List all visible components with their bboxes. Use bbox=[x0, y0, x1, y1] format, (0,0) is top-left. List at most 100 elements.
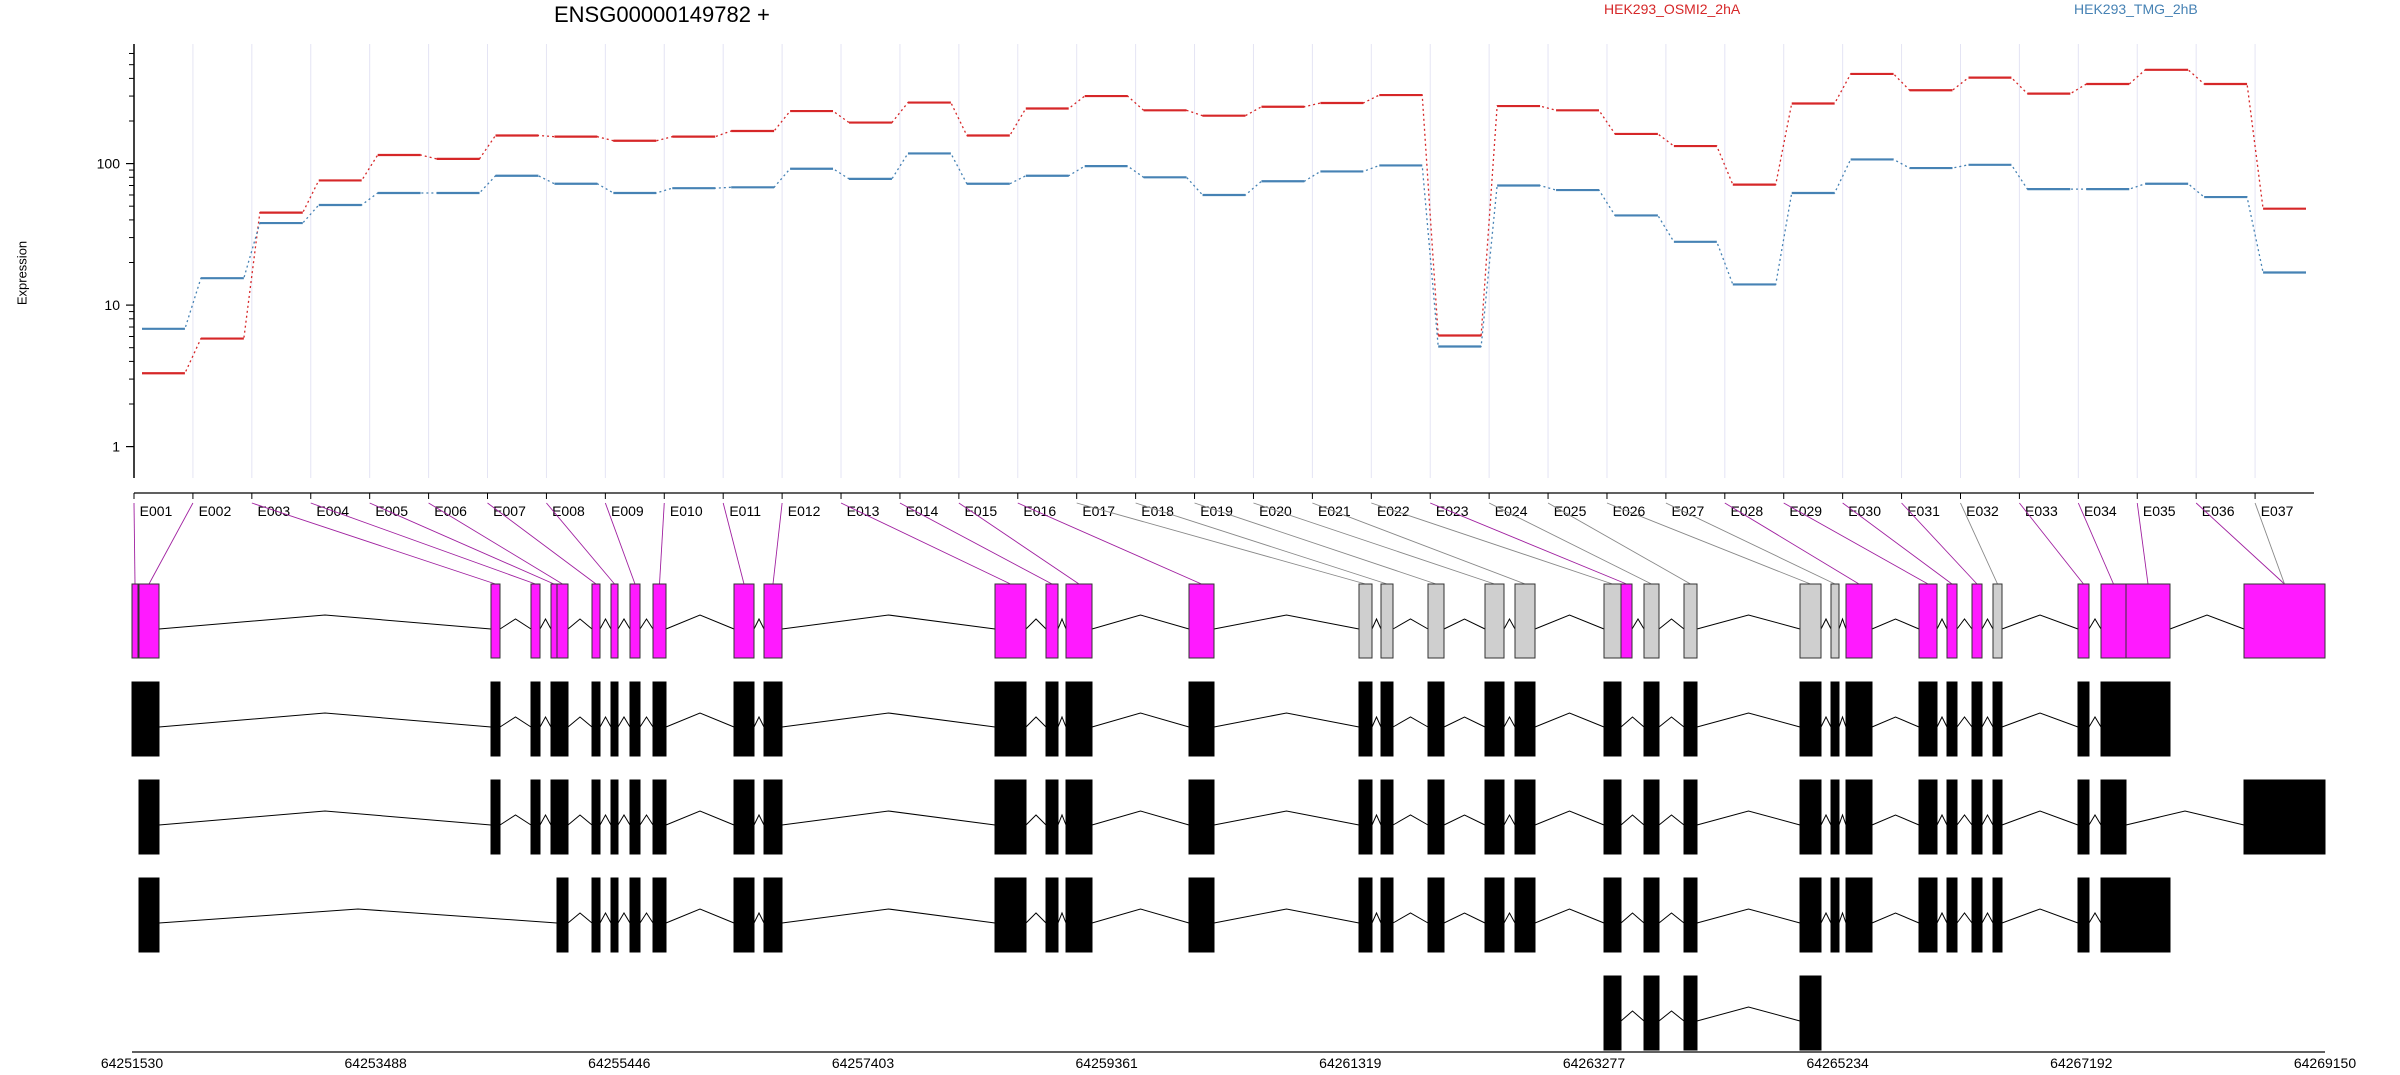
exon-box bbox=[2077, 583, 2090, 659]
intron-line bbox=[1838, 617, 1847, 630]
series-1-line bbox=[142, 69, 2306, 374]
x-tick-label: E018 bbox=[1141, 503, 1174, 519]
intron-line bbox=[2088, 716, 2102, 728]
exon-connector bbox=[1724, 502, 1860, 585]
exon-connector bbox=[1076, 502, 1366, 585]
exon-box bbox=[1188, 583, 1215, 659]
exon-connector bbox=[1960, 502, 1998, 585]
exon-connector bbox=[1430, 502, 1627, 585]
exon-box bbox=[1427, 681, 1445, 757]
x-tick-label: E020 bbox=[1259, 503, 1292, 519]
x-tick-label: E010 bbox=[670, 503, 703, 519]
intron-line bbox=[1443, 912, 1486, 924]
intron-line bbox=[1936, 617, 1948, 630]
exon-box bbox=[1971, 681, 1983, 757]
exon-box bbox=[1971, 779, 1983, 855]
x-tick-label: E022 bbox=[1377, 503, 1410, 519]
exon-connector bbox=[133, 502, 136, 585]
exon-box bbox=[1643, 583, 1660, 659]
exon-box bbox=[490, 681, 501, 757]
intron-line bbox=[639, 912, 654, 924]
intron-line bbox=[2088, 618, 2102, 630]
intron-line bbox=[539, 715, 552, 728]
exon-box bbox=[1799, 975, 1822, 1051]
intron-line bbox=[1838, 911, 1847, 924]
exon-box bbox=[1045, 681, 1059, 757]
exon-box bbox=[994, 583, 1027, 659]
exon-box bbox=[763, 583, 783, 659]
exon-connector bbox=[1371, 502, 1613, 585]
exon-connector bbox=[772, 502, 783, 585]
exon-box bbox=[1918, 583, 1938, 659]
exon-box bbox=[1358, 779, 1373, 855]
intron-line bbox=[2088, 912, 2102, 924]
intron-line bbox=[1696, 908, 1801, 924]
intron-line bbox=[2001, 908, 2079, 924]
y-tick-label: 100 bbox=[97, 156, 121, 172]
intron-line bbox=[1371, 911, 1382, 924]
x-tick-label: E033 bbox=[2025, 503, 2058, 519]
exon-box bbox=[733, 583, 755, 659]
intron-line bbox=[499, 618, 532, 630]
x-tick-label: E025 bbox=[1554, 503, 1587, 519]
exon-box bbox=[1683, 681, 1698, 757]
intron-line bbox=[1371, 617, 1382, 630]
exon-box bbox=[1845, 779, 1873, 855]
exon-box bbox=[1643, 779, 1660, 855]
exon-box bbox=[1358, 877, 1373, 953]
x-tick-label: E036 bbox=[2202, 503, 2235, 519]
exon-box bbox=[994, 779, 1027, 855]
intron-line bbox=[599, 813, 612, 826]
exon-box bbox=[652, 779, 667, 855]
x-tick-label: E008 bbox=[552, 503, 585, 519]
intron-line bbox=[781, 712, 996, 728]
legend-entry-series-2: HEK293_TMG_2hB bbox=[2074, 1, 2198, 17]
intron-line bbox=[617, 912, 631, 924]
x-tick-label: E015 bbox=[965, 503, 998, 519]
x-tick-label: E001 bbox=[140, 503, 173, 519]
intron-line bbox=[1392, 814, 1429, 826]
exon-connector bbox=[369, 502, 555, 585]
intron-line bbox=[617, 814, 631, 826]
intron-line bbox=[665, 908, 735, 924]
genomic-tick-label: 64253488 bbox=[345, 1055, 408, 1070]
intron-line bbox=[1213, 712, 1360, 728]
exon-box bbox=[138, 583, 160, 659]
intron-line bbox=[567, 814, 593, 826]
intron-line bbox=[1443, 814, 1486, 826]
exon-box bbox=[629, 681, 641, 757]
intron-line bbox=[1956, 618, 1973, 630]
intron-line bbox=[1696, 712, 1801, 728]
exon-box bbox=[131, 681, 139, 757]
intron-line bbox=[1981, 617, 1994, 630]
intron-line bbox=[639, 814, 654, 826]
exon-box bbox=[1045, 583, 1059, 659]
exon-box bbox=[1484, 877, 1505, 953]
exon-connector bbox=[958, 502, 1080, 585]
intron-line bbox=[1392, 716, 1429, 728]
intron-line bbox=[1696, 614, 1801, 630]
genomic-tick-label: 64257403 bbox=[832, 1055, 895, 1070]
exon-box bbox=[763, 877, 783, 953]
x-tick-label: E030 bbox=[1848, 503, 1881, 519]
intron-line bbox=[2001, 614, 2079, 630]
intron-line bbox=[1696, 1006, 1801, 1022]
intron-line bbox=[1057, 813, 1067, 826]
intron-line bbox=[599, 715, 612, 728]
x-tick-label: E028 bbox=[1730, 503, 1763, 519]
x-tick-label: E024 bbox=[1495, 503, 1528, 519]
intron-line bbox=[1871, 912, 1920, 924]
intron-line bbox=[1213, 614, 1360, 630]
exon-connector bbox=[604, 502, 636, 585]
exon-box bbox=[1358, 681, 1373, 757]
exon-connector bbox=[2019, 502, 2084, 585]
x-tick-label: E014 bbox=[906, 503, 939, 519]
chart-title: ENSG00000149782 + bbox=[554, 2, 770, 27]
intron-line bbox=[1534, 614, 1605, 630]
exon-box bbox=[1845, 877, 1873, 953]
exon-connector bbox=[1783, 502, 1929, 585]
exon-box bbox=[2100, 681, 2127, 757]
exon-box bbox=[556, 583, 569, 659]
exon-box bbox=[2077, 779, 2090, 855]
exon-box bbox=[763, 681, 783, 757]
